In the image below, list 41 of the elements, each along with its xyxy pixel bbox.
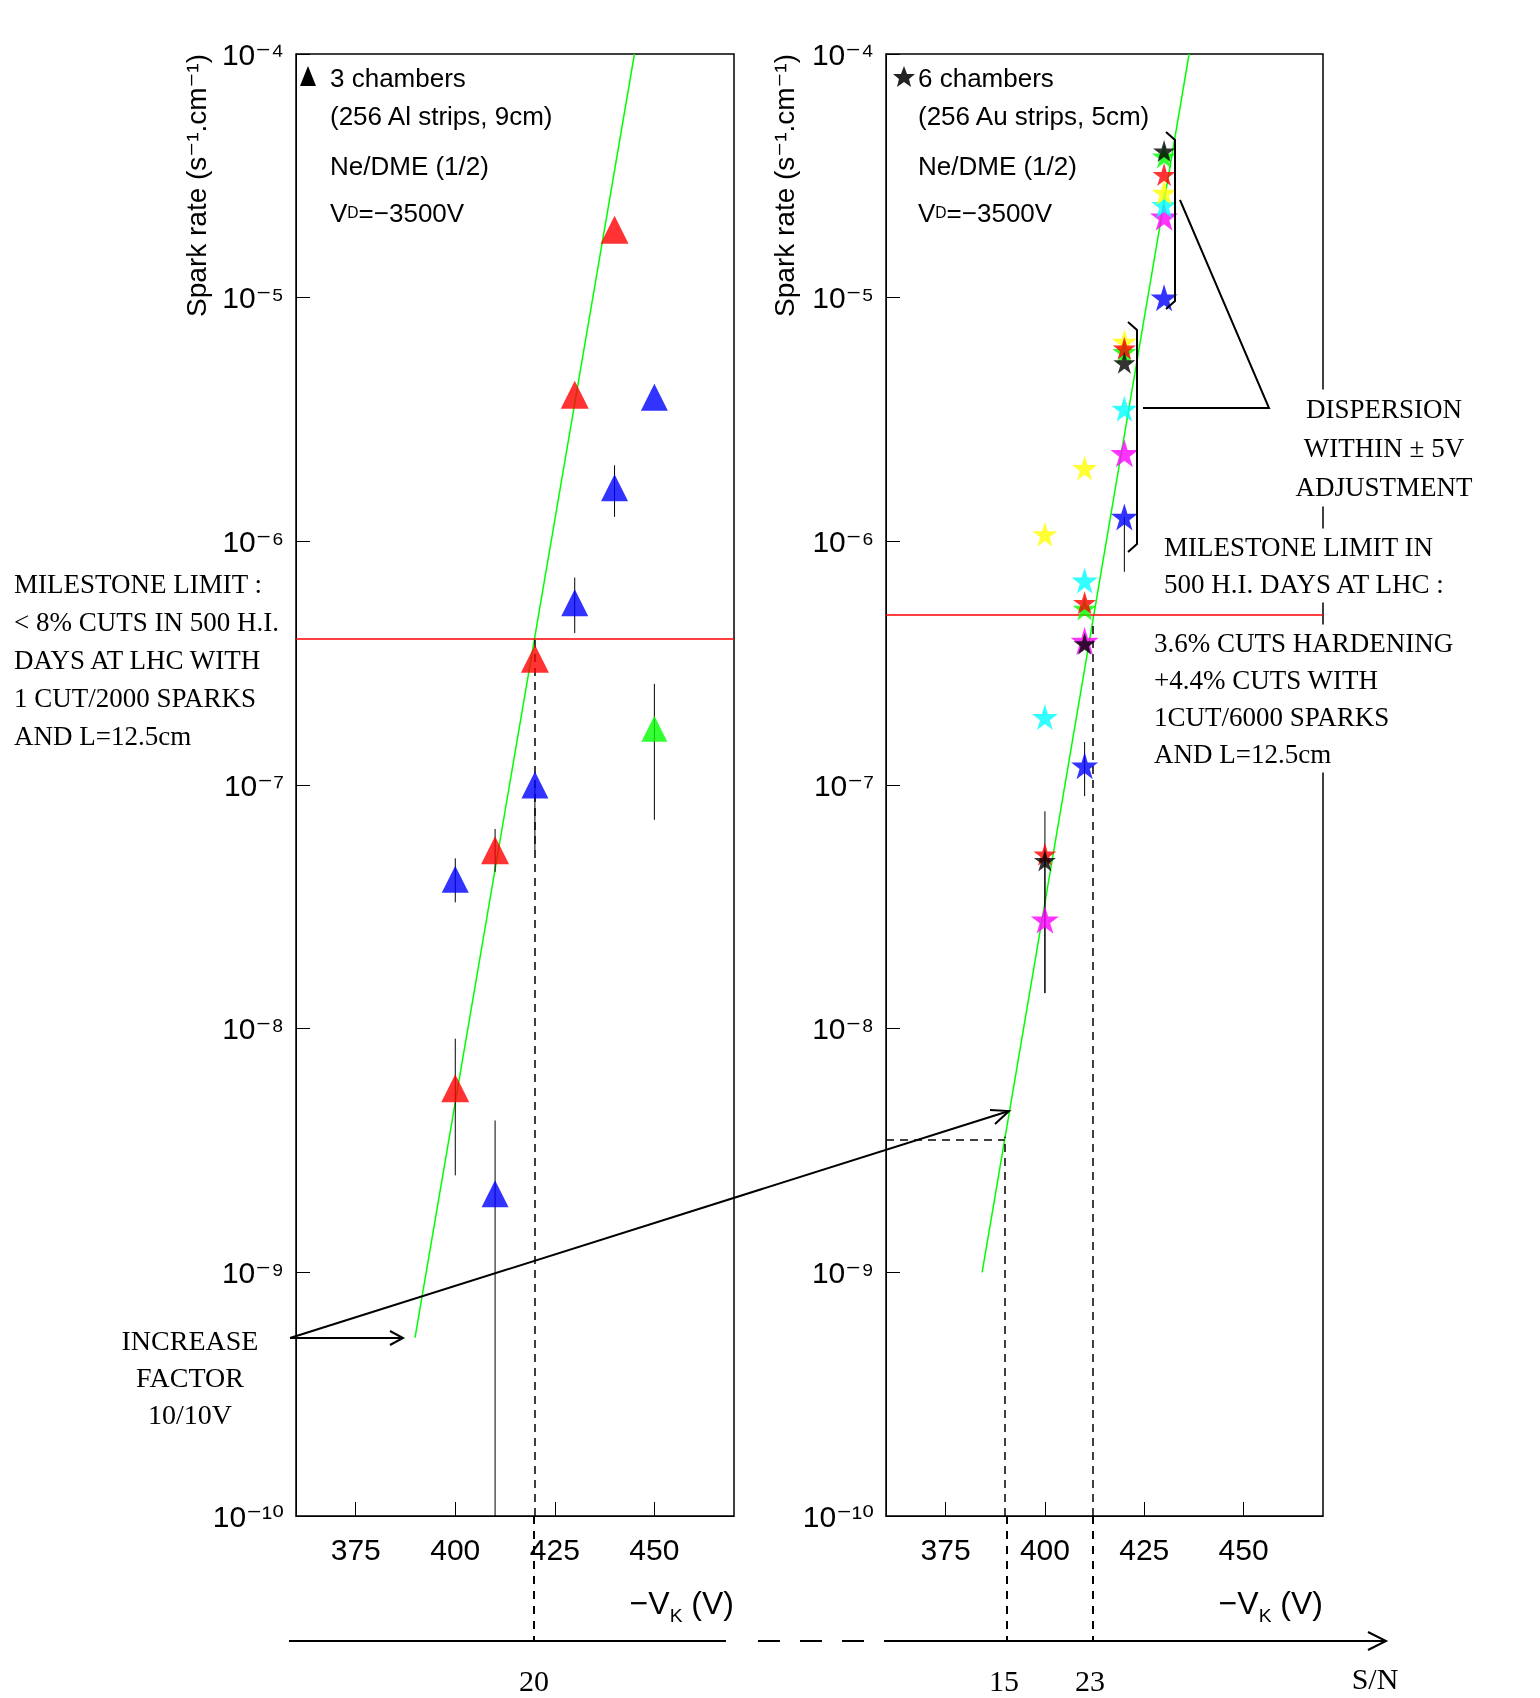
x-tick-label: 425 <box>1119 1532 1170 1566</box>
text: MILESTONE LIMIT : < 8% CUTS IN 500 H.I. DAYS AT LHC WITH 1 CUT/2000 SPARKS AND L=12.5cm <box>14 569 279 751</box>
y-tick-label: 10⁻⁷ <box>813 768 874 802</box>
x-tick-label: 425 <box>529 1532 580 1566</box>
text: S/N <box>1351 1661 1399 1695</box>
y-tick-label: 10⁻¹⁰ <box>212 1499 284 1533</box>
text: INCREASE FACTOR 10/10V <box>121 1324 259 1430</box>
text: 20 <box>519 1663 549 1697</box>
y-axis-title: Spark rate (s⁻¹.cm⁻¹) <box>768 54 800 317</box>
x-tick-label: 375 <box>330 1532 381 1566</box>
y-tick-label: 10⁻⁷ <box>223 768 284 802</box>
x-tick-label: 400 <box>1019 1532 1070 1566</box>
y-tick-label: 10⁻⁶ <box>222 524 284 558</box>
y-tick-label: 10⁻⁴ <box>811 37 874 71</box>
x-tick-label: 375 <box>920 1532 971 1566</box>
x-tick-label: 450 <box>629 1532 680 1566</box>
annotation: MILESTONE LIMIT IN 500 H.I. DAYS AT LHC : <box>1164 532 1444 599</box>
text: 23 <box>1075 1663 1105 1697</box>
y-tick-label: 10⁻⁵ <box>812 281 874 315</box>
annotation: (256 Al strips, 9cm) <box>330 101 553 131</box>
y-tick-label: 10⁻⁴ <box>221 37 284 71</box>
x-axis-title: −V$_{K}$ (V) <box>629 1585 734 1626</box>
x-tick-label: 450 <box>1218 1532 1269 1566</box>
x-tick-label: 400 <box>430 1532 481 1566</box>
y-tick-label: 10⁻⁹ <box>221 1255 284 1289</box>
annotation: 3 chambers <box>330 63 466 93</box>
annotation: 6 chambers <box>918 63 1054 93</box>
annotation: 3.6% CUTS HARDENING +4.4% CUTS WITH 1CUT/6000 SPARKS AND L=12.5cm <box>1154 628 1454 769</box>
y-tick-label: 10⁻¹⁰ <box>802 1499 874 1533</box>
y-axis-title: Spark rate (s⁻¹.cm⁻¹) <box>180 54 212 317</box>
x-axis-title: −V$_{K}$ (V) <box>1218 1585 1323 1626</box>
text: 15 <box>989 1663 1019 1697</box>
annotation: Ne/DME (1/2) <box>918 151 1077 181</box>
annotation: (256 Au strips, 5cm) <box>918 101 1150 131</box>
y-tick-label: 10⁻⁵ <box>222 281 284 315</box>
annotation: Ne/DME (1/2) <box>330 151 489 181</box>
y-tick-label: 10⁻⁶ <box>812 524 874 558</box>
y-tick-label: 10⁻⁸ <box>812 1012 874 1046</box>
annotation: DISPERSION WITHIN ± 5V ADJUSTMENT <box>1295 394 1473 502</box>
y-tick-label: 10⁻⁸ <box>222 1012 284 1046</box>
y-tick-label: 10⁻⁹ <box>811 1255 874 1289</box>
